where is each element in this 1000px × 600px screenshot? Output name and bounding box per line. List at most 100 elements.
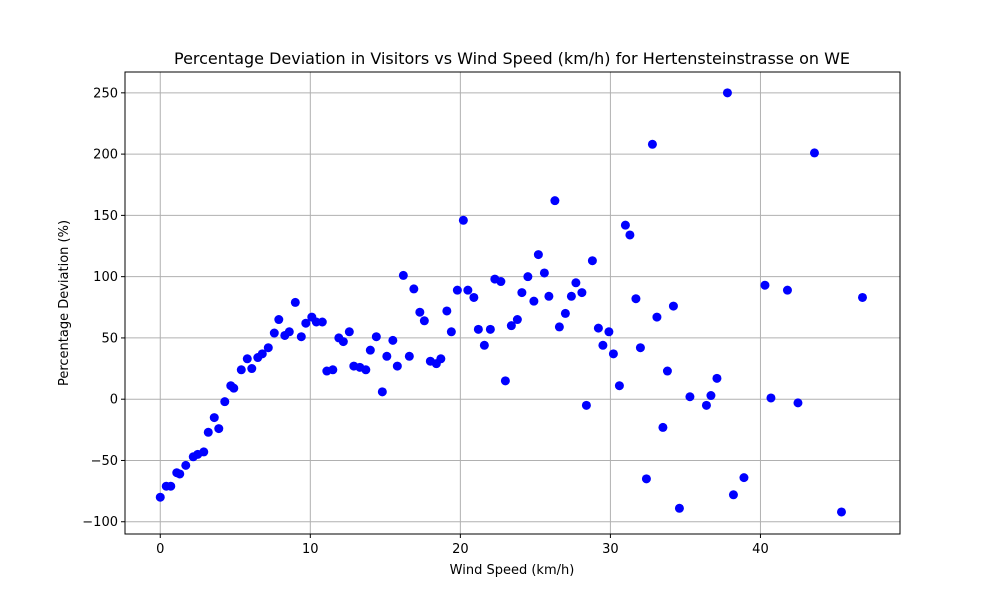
data-point: [301, 318, 311, 328]
data-point: [782, 285, 792, 295]
data-point: [668, 301, 678, 311]
data-point: [652, 312, 662, 322]
data-point: [479, 340, 489, 350]
data-point: [338, 337, 348, 347]
y-tick-label: 50: [101, 331, 118, 346]
x-tick-label: 10: [302, 542, 319, 557]
data-point: [635, 343, 645, 353]
data-point: [458, 215, 468, 225]
data-point: [290, 297, 300, 307]
data-point: [523, 272, 533, 282]
data-point: [214, 424, 224, 434]
data-point: [500, 376, 510, 386]
data-point: [361, 365, 371, 375]
data-point: [566, 291, 576, 301]
data-point: [539, 268, 549, 278]
data-point: [446, 327, 456, 337]
data-point: [392, 361, 402, 371]
data-point: [674, 503, 684, 513]
data-point: [614, 381, 624, 391]
y-axis-label: Percentage Deviation (%): [57, 220, 72, 386]
x-tick-label: 0: [156, 542, 164, 557]
data-point: [181, 460, 191, 470]
data-point: [382, 351, 392, 361]
data-point: [365, 345, 375, 355]
data-point: [404, 351, 414, 361]
grid-lines: [125, 72, 900, 534]
data-point: [836, 507, 846, 517]
y-tick-label: 250: [93, 86, 118, 101]
data-point: [284, 327, 294, 337]
data-point: [608, 349, 618, 359]
data-point: [473, 324, 483, 334]
data-point: [529, 296, 539, 306]
data-point: [452, 285, 462, 295]
x-tick-label: 40: [752, 542, 769, 557]
data-point: [517, 288, 527, 298]
data-point: [209, 413, 219, 423]
y-axis-ticks: −100 −50 0 50 100 150 200 250: [82, 86, 125, 530]
y-tick-label: 150: [93, 209, 118, 224]
data-point: [388, 335, 398, 345]
data-point: [155, 492, 165, 502]
data-point: [199, 447, 209, 457]
data-point: [706, 391, 716, 401]
data-point: [571, 278, 581, 288]
data-point: [166, 481, 176, 491]
x-axis-label: Wind Speed (km/h): [450, 563, 575, 578]
data-point: [274, 315, 284, 325]
data-point: [506, 321, 516, 331]
data-point: [577, 288, 587, 298]
data-point: [587, 256, 597, 266]
data-point: [419, 316, 429, 326]
data-point: [377, 387, 387, 397]
data-point: [593, 323, 603, 333]
data-point: [220, 397, 230, 407]
data-point: [496, 277, 506, 287]
data-point: [533, 250, 543, 260]
data-point: [203, 427, 213, 437]
data-point: [229, 383, 239, 393]
data-point: [554, 322, 564, 332]
data-point: [581, 400, 591, 410]
data-point: [766, 393, 776, 403]
data-point: [398, 270, 408, 280]
data-point: [269, 328, 279, 338]
data-point: [175, 469, 185, 479]
data-point: [469, 292, 479, 302]
data-point: [620, 220, 630, 230]
data-point: [317, 317, 327, 327]
data-point: [236, 365, 246, 375]
data-point: [296, 332, 306, 342]
data-point: [485, 324, 495, 334]
data-point: [257, 349, 267, 359]
x-tick-label: 30: [602, 542, 619, 557]
data-point: [647, 139, 657, 149]
data-point: [409, 284, 419, 294]
data-point: [641, 474, 651, 484]
data-point: [662, 366, 672, 376]
y-tick-label: 200: [93, 148, 118, 163]
data-point: [739, 473, 749, 483]
data-point: [809, 148, 819, 158]
data-point: [793, 398, 803, 408]
data-point: [550, 196, 560, 206]
data-point: [415, 307, 425, 317]
data-point: [712, 373, 722, 383]
y-tick-label: −50: [91, 454, 118, 469]
data-point: [442, 306, 452, 316]
data-point: [658, 422, 668, 432]
y-tick-label: −100: [82, 515, 118, 530]
data-point: [760, 280, 770, 290]
chart-title: Percentage Deviation in Visitors vs Wind…: [174, 49, 850, 68]
data-point: [371, 332, 381, 342]
data-point: [701, 400, 711, 410]
data-point: [631, 294, 641, 304]
y-tick-label: 0: [110, 393, 118, 408]
x-tick-label: 20: [452, 542, 469, 557]
data-point: [512, 315, 522, 325]
data-point: [242, 354, 252, 364]
plot-frame: [124, 71, 901, 535]
